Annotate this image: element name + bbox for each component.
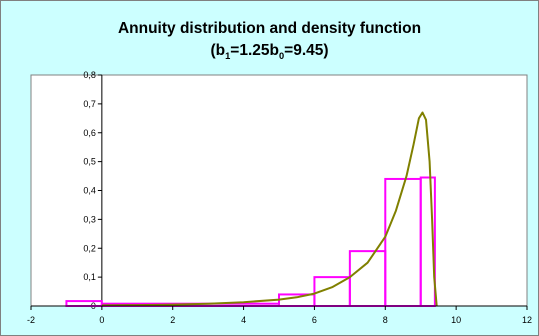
- y-tick-label: 0,4: [83, 186, 96, 196]
- x-tick-label: 6: [312, 315, 317, 325]
- plot-background: [30, 74, 528, 307]
- title-part-3: 0: [278, 51, 285, 62]
- x-tick-label: 0: [99, 315, 104, 325]
- x-tick-label: 10: [451, 315, 461, 325]
- title-part-2: =1.25b: [230, 42, 279, 59]
- x-tick-label: 2: [170, 315, 175, 325]
- x-tick-label: 8: [383, 315, 388, 325]
- density-curve: [101, 111, 438, 307]
- y-tick-label: 0,8: [83, 70, 96, 80]
- y-tick-label: 0,1: [83, 272, 96, 282]
- y-tick-label: 0,7: [83, 99, 96, 109]
- y-tick-label: 0,3: [83, 214, 96, 224]
- y-tick-label: 0,6: [83, 128, 96, 138]
- y-tick-label: 0,5: [83, 157, 96, 167]
- y-tick-label: 0,2: [83, 243, 96, 253]
- x-tick-label: 4: [241, 315, 246, 325]
- title-part-1: 1: [225, 51, 231, 62]
- chart-title: Annuity distribution and density functio…: [0, 18, 539, 67]
- x-tick-label: -2: [27, 315, 35, 325]
- title-part-4: =9.45): [284, 42, 329, 59]
- chart-title-line1: Annuity distribution and density functio…: [117, 20, 422, 37]
- title-part-0: (b: [210, 42, 226, 59]
- chart-title-line2: (b1=1.25b0=9.45): [0, 40, 539, 67]
- x-tick-label: 12: [522, 315, 532, 325]
